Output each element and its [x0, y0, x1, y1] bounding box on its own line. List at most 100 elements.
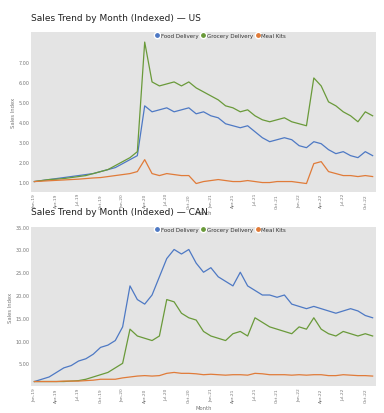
- Meal Kits: [47, 179, 51, 184]
- Grocery Delivery: [326, 100, 331, 105]
- Grocery Delivery: [209, 334, 213, 339]
- Meal Kits: [135, 170, 140, 175]
- Meal Kits: [113, 173, 118, 178]
- Food Delivery: [150, 110, 154, 115]
- Meal Kits: [326, 170, 331, 175]
- Line: Meal Kits: Meal Kits: [35, 160, 372, 184]
- Meal Kits: [32, 180, 37, 185]
- Meal Kits: [253, 371, 257, 376]
- Food Delivery: [311, 304, 316, 309]
- Meal Kits: [164, 172, 169, 177]
- Meal Kits: [290, 180, 294, 185]
- Food Delivery: [40, 377, 44, 382]
- Meal Kits: [334, 373, 338, 378]
- Food Delivery: [47, 178, 51, 183]
- Grocery Delivery: [356, 120, 360, 125]
- Grocery Delivery: [267, 120, 272, 125]
- Grocery Delivery: [194, 318, 199, 323]
- Food Delivery: [91, 172, 96, 177]
- Grocery Delivery: [106, 370, 110, 375]
- Grocery Delivery: [98, 170, 103, 175]
- Grocery Delivery: [297, 325, 301, 330]
- Grocery Delivery: [297, 122, 301, 127]
- Grocery Delivery: [282, 116, 287, 121]
- Grocery Delivery: [370, 334, 375, 339]
- Food Delivery: [69, 175, 73, 180]
- Meal Kits: [194, 371, 199, 376]
- Meal Kits: [106, 175, 110, 180]
- Meal Kits: [238, 373, 243, 377]
- Grocery Delivery: [32, 379, 37, 384]
- Food Delivery: [260, 136, 265, 141]
- Grocery Delivery: [356, 334, 360, 339]
- Food Delivery: [363, 150, 367, 155]
- Line: Meal Kits: Meal Kits: [35, 373, 372, 382]
- Food Delivery: [363, 313, 367, 318]
- Meal Kits: [356, 373, 360, 378]
- Food Delivery: [128, 284, 132, 289]
- Food Delivery: [120, 325, 125, 330]
- Food Delivery: [54, 370, 59, 375]
- Legend: Food Delivery, Grocery Delivery, Meal Kits: Food Delivery, Grocery Delivery, Meal Ki…: [155, 33, 287, 40]
- Meal Kits: [223, 373, 228, 378]
- Meal Kits: [91, 378, 96, 383]
- Y-axis label: Sales Index: Sales Index: [11, 97, 16, 128]
- Food Delivery: [164, 256, 169, 261]
- Meal Kits: [47, 379, 51, 384]
- Meal Kits: [54, 379, 59, 384]
- Food Delivery: [84, 173, 88, 178]
- Grocery Delivery: [238, 110, 243, 115]
- Food Delivery: [120, 162, 125, 167]
- Food Delivery: [356, 309, 360, 314]
- Line: Grocery Delivery: Grocery Delivery: [35, 43, 372, 182]
- Grocery Delivery: [341, 329, 346, 334]
- Grocery Delivery: [47, 379, 51, 384]
- Grocery Delivery: [216, 336, 220, 341]
- Food Delivery: [32, 180, 37, 185]
- Grocery Delivery: [275, 118, 279, 123]
- Grocery Delivery: [231, 331, 235, 336]
- Grocery Delivery: [40, 179, 44, 184]
- Grocery Delivery: [135, 334, 140, 339]
- Meal Kits: [164, 371, 169, 376]
- Meal Kits: [348, 173, 353, 178]
- Meal Kits: [32, 379, 37, 384]
- Grocery Delivery: [91, 375, 96, 380]
- Food Delivery: [260, 293, 265, 298]
- Meal Kits: [106, 377, 110, 382]
- Meal Kits: [311, 162, 316, 167]
- Grocery Delivery: [54, 177, 59, 182]
- Food Delivery: [61, 366, 66, 370]
- Grocery Delivery: [128, 327, 132, 332]
- Food Delivery: [290, 302, 294, 307]
- Food Delivery: [172, 247, 176, 252]
- Grocery Delivery: [194, 86, 199, 91]
- Meal Kits: [223, 179, 228, 184]
- Meal Kits: [69, 178, 73, 183]
- Food Delivery: [326, 148, 331, 153]
- Grocery Delivery: [319, 327, 323, 332]
- Food Delivery: [334, 311, 338, 316]
- Meal Kits: [216, 178, 220, 183]
- Food Delivery: [370, 316, 375, 320]
- Food Delivery: [231, 124, 235, 129]
- Food Delivery: [334, 152, 338, 157]
- Grocery Delivery: [260, 118, 265, 123]
- Food Delivery: [150, 293, 154, 298]
- Meal Kits: [150, 172, 154, 177]
- Meal Kits: [61, 178, 66, 183]
- Grocery Delivery: [201, 90, 206, 95]
- Food Delivery: [297, 304, 301, 309]
- Meal Kits: [113, 377, 118, 382]
- Meal Kits: [69, 379, 73, 384]
- Meal Kits: [76, 379, 81, 384]
- Grocery Delivery: [334, 104, 338, 109]
- Meal Kits: [231, 373, 235, 377]
- Meal Kits: [370, 175, 375, 180]
- Meal Kits: [91, 176, 96, 181]
- Food Delivery: [54, 177, 59, 182]
- Grocery Delivery: [216, 98, 220, 103]
- Food Delivery: [238, 270, 243, 275]
- Grocery Delivery: [150, 80, 154, 85]
- Food Delivery: [179, 252, 184, 257]
